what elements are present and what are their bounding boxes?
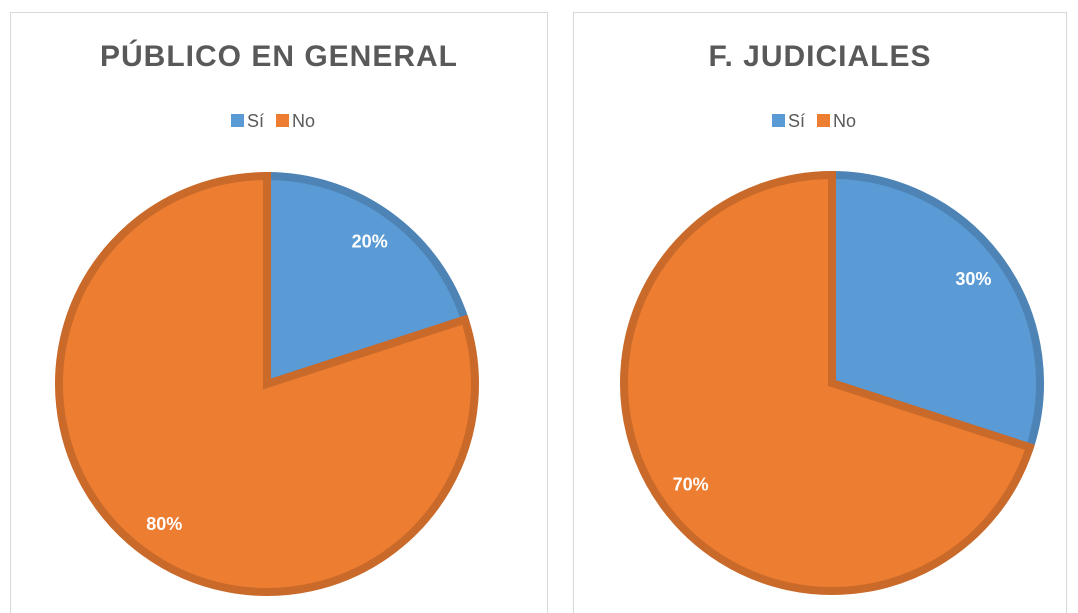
pie-slice <box>624 175 1030 591</box>
data-label: 30% <box>955 269 991 289</box>
legend-swatch <box>817 114 831 127</box>
chart-title: PÚBLICO EN GENERAL <box>100 39 458 73</box>
pie-slice-border <box>263 171 470 390</box>
data-label: 70% <box>673 474 709 494</box>
legend-swatch <box>276 114 290 127</box>
legend-label: No <box>292 111 315 131</box>
pie-slice-border <box>55 171 479 596</box>
pie-slice-border <box>828 170 1044 453</box>
chart-title: F. JUDICIALES <box>708 40 931 73</box>
pie-slice <box>832 175 1040 448</box>
legend-swatch <box>231 114 244 127</box>
legend-label: No <box>833 111 856 131</box>
legend-label: Sí <box>788 111 805 131</box>
legend-swatch <box>772 114 785 127</box>
legend-label: Sí <box>247 111 264 131</box>
pie-slice-border <box>620 170 1035 595</box>
data-label: 80% <box>146 514 182 534</box>
data-label: 20% <box>352 231 388 251</box>
